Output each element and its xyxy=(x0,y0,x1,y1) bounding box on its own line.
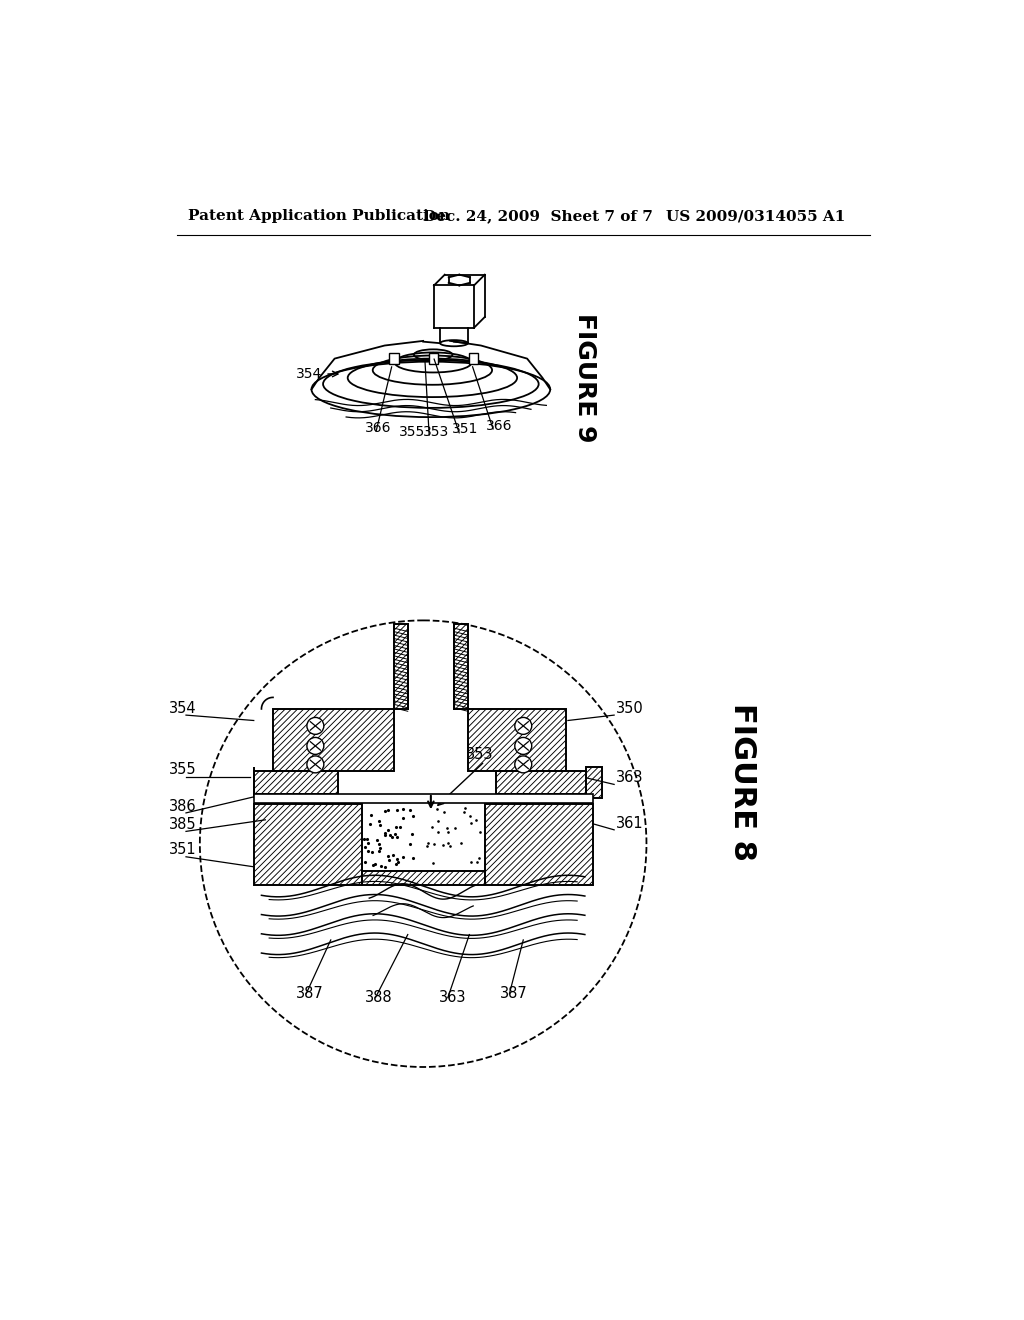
Bar xyxy=(254,793,593,803)
Text: 366: 366 xyxy=(366,421,392,434)
Bar xyxy=(429,354,438,364)
Text: Dec. 24, 2009  Sheet 7 of 7: Dec. 24, 2009 Sheet 7 of 7 xyxy=(423,209,653,223)
Bar xyxy=(468,709,565,771)
Circle shape xyxy=(307,718,324,734)
Circle shape xyxy=(515,738,531,755)
Bar xyxy=(454,624,468,709)
Text: 350: 350 xyxy=(615,701,643,715)
Text: 354: 354 xyxy=(169,701,197,715)
Text: 385: 385 xyxy=(169,817,197,832)
Circle shape xyxy=(515,756,531,774)
Text: Patent Application Publication: Patent Application Publication xyxy=(188,209,451,223)
Bar xyxy=(587,767,602,797)
Ellipse shape xyxy=(430,352,436,356)
Circle shape xyxy=(515,718,531,734)
Text: 361: 361 xyxy=(615,816,643,830)
Text: 353: 353 xyxy=(466,747,493,762)
Text: 366: 366 xyxy=(486,420,513,433)
Text: 355: 355 xyxy=(169,763,197,777)
Text: US 2009/0314055 A1: US 2009/0314055 A1 xyxy=(666,209,845,223)
Text: 351: 351 xyxy=(453,422,479,437)
Bar xyxy=(254,771,339,793)
Bar xyxy=(361,871,484,884)
Circle shape xyxy=(307,738,324,755)
Text: FIGURE 9: FIGURE 9 xyxy=(572,313,597,442)
Bar xyxy=(394,624,408,709)
Text: 388: 388 xyxy=(366,990,393,1005)
Bar xyxy=(484,804,593,884)
Text: 353: 353 xyxy=(423,425,450,438)
Bar xyxy=(254,804,361,884)
Text: FIGURE 8: FIGURE 8 xyxy=(728,704,757,861)
Text: 351: 351 xyxy=(169,842,197,858)
Bar xyxy=(497,771,587,793)
Bar xyxy=(469,354,478,364)
Text: 363: 363 xyxy=(438,990,466,1005)
Text: 355: 355 xyxy=(398,425,425,438)
Text: 363: 363 xyxy=(615,770,643,785)
Bar xyxy=(389,354,398,364)
Circle shape xyxy=(307,756,324,774)
Text: 354: 354 xyxy=(296,367,338,381)
Text: 386: 386 xyxy=(169,799,197,813)
Text: 387: 387 xyxy=(500,986,528,1001)
Text: 387: 387 xyxy=(296,986,324,1001)
Bar xyxy=(273,709,394,771)
